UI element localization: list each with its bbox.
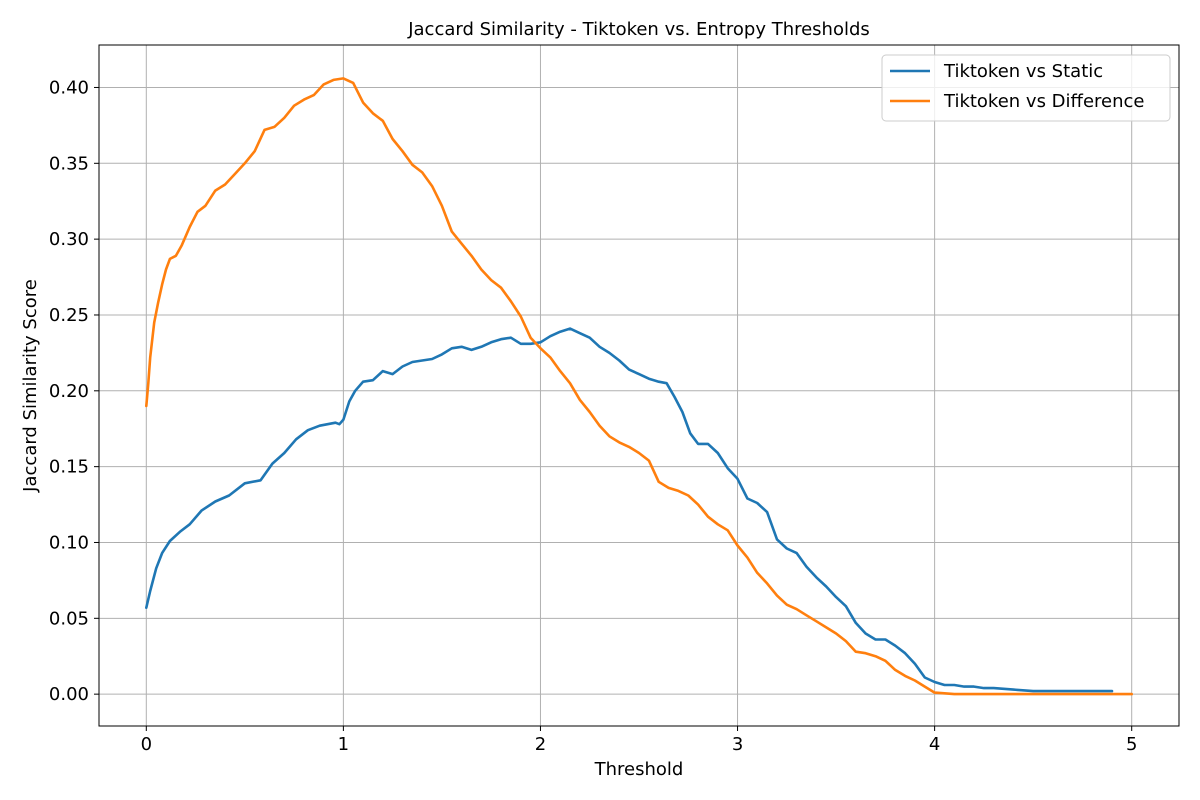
legend-label-2: Tiktoken vs Difference	[943, 91, 1144, 112]
y-tick-label: 0.35	[49, 153, 89, 174]
y-tick-label: 0.05	[49, 608, 89, 629]
x-tick-label: 3	[732, 734, 743, 755]
y-tick-label: 0.00	[49, 684, 89, 705]
legend-label-1: Tiktoken vs Static	[943, 61, 1103, 82]
chart-title: Jaccard Similarity - Tiktoken vs. Entrop…	[407, 19, 870, 40]
y-tick-label: 0.10	[49, 532, 89, 553]
y-tick-label: 0.20	[49, 381, 89, 402]
legend-box	[881, 54, 1171, 122]
x-axis-label: Threshold	[594, 759, 684, 780]
y-tick-label: 0.30	[49, 229, 89, 250]
x-tick-label: 2	[535, 734, 546, 755]
x-tick-label: 4	[929, 734, 940, 755]
series-line-1	[145, 327, 1114, 693]
x-tick-label: 1	[338, 734, 349, 755]
axis-ticks: 0 1 2 3 4 5 0.00 0.05 0.10 0.15 0.20 0.25 0.30 0.35 0.…	[49, 77, 1138, 755]
y-tick-label: 0.15	[49, 457, 89, 478]
plot-area-frame	[98, 44, 1180, 727]
legend: Tiktoken vs Static Tiktoken vs Difference	[881, 54, 1171, 122]
grid	[99, 45, 1179, 726]
y-axis-label: Jaccard Similarity Score	[20, 279, 41, 493]
y-tick-label: 0.25	[49, 305, 89, 326]
y-tick-label: 0.40	[49, 77, 89, 98]
x-tick-label: 0	[141, 734, 152, 755]
series-line-2	[145, 77, 1133, 696]
x-tick-label: 5	[1126, 734, 1137, 755]
series-layer	[145, 77, 1133, 696]
